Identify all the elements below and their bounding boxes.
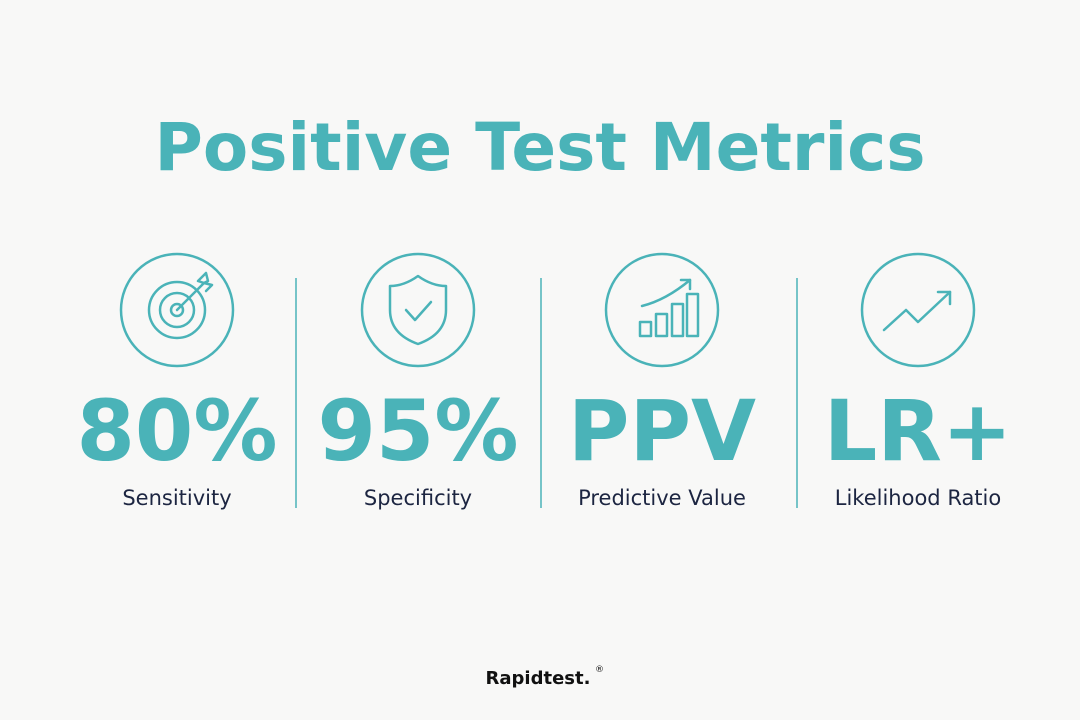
trend-icon	[860, 252, 976, 368]
metric-label: Sensitivity	[122, 486, 231, 510]
metric-value: 95%	[317, 382, 518, 480]
growth-icon	[604, 252, 720, 368]
metric-value: LR+	[824, 382, 1013, 480]
brand: Rapidtest.	[486, 668, 591, 689]
metric-label: Predictive Value	[578, 486, 746, 510]
metric-label: Likelihood Ratio	[835, 486, 1001, 510]
metric-value: 80%	[76, 382, 277, 480]
metric-label: Specificity	[364, 486, 472, 510]
title: Positive Test Metrics	[155, 109, 926, 186]
brand-mark: ®	[595, 665, 604, 675]
target-icon	[119, 252, 235, 368]
metric-value: PPV	[568, 382, 756, 480]
shield-icon	[360, 252, 476, 368]
